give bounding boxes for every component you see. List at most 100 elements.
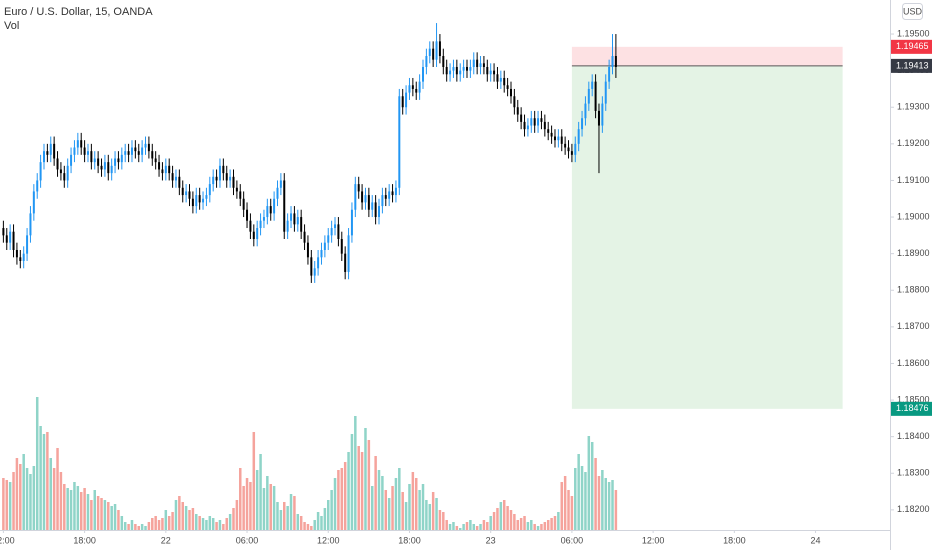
volume-bar: [110, 506, 113, 530]
candle-body: [225, 173, 228, 181]
volume-bar: [536, 526, 540, 530]
candle-body: [597, 110, 600, 126]
volume-bar: [391, 486, 394, 530]
candle-body: [249, 220, 252, 232]
stop-zone: [571, 46, 843, 66]
volume-bar: [384, 490, 388, 530]
volume-bar: [438, 510, 442, 530]
candle-body: [533, 118, 536, 126]
volume-bar: [567, 490, 570, 530]
volume-bar: [445, 520, 448, 530]
volume-bar: [370, 486, 374, 530]
candle-body: [262, 217, 265, 221]
candle-body: [581, 118, 584, 130]
candle-body: [499, 77, 502, 82]
candle-body: [256, 228, 259, 240]
candle-body: [608, 66, 611, 82]
volume-bar: [357, 446, 360, 530]
candle-body: [185, 191, 188, 196]
candle-body: [469, 66, 472, 71]
candle-body: [66, 165, 69, 181]
volume-bar: [56, 448, 59, 530]
volume-bar: [310, 526, 313, 530]
volume-bar: [546, 520, 550, 530]
candle-body: [303, 231, 306, 243]
volume-bar: [387, 498, 391, 530]
volume-bar: [123, 522, 127, 530]
volume-layer: [2, 397, 618, 530]
y-tick-label: 1.18200: [897, 504, 930, 514]
volume-bar: [12, 472, 15, 530]
candle-body: [313, 268, 316, 276]
volume-bar: [364, 428, 367, 530]
candle-body: [354, 184, 357, 210]
candle-body: [405, 92, 408, 108]
volume-bar: [283, 502, 286, 530]
position-layer: [571, 46, 843, 409]
volume-bar: [46, 432, 49, 530]
candle-body: [337, 224, 340, 240]
volume-bar: [73, 482, 76, 530]
candle-body: [134, 147, 137, 152]
volume-bar: [154, 516, 157, 530]
candle-body: [154, 158, 157, 163]
volume-bar: [448, 524, 452, 530]
volume-bar: [418, 490, 421, 530]
volume-bar: [323, 508, 327, 530]
candle-body: [215, 176, 218, 181]
candle-body: [137, 151, 140, 155]
chart-title: Euro / U.S. Dollar, 15, OANDA: [4, 6, 153, 18]
volume-bar: [607, 482, 611, 530]
volume-bar: [188, 510, 191, 530]
volume-bar: [235, 500, 239, 530]
candle-body: [432, 48, 435, 60]
candle-body: [553, 136, 556, 141]
candle-body: [279, 180, 282, 188]
volume-bar: [120, 516, 124, 530]
volume-bar: [232, 508, 235, 530]
candle-body: [476, 59, 479, 67]
candle-body: [90, 151, 93, 163]
volume-bar: [286, 506, 289, 530]
volume-bar: [276, 502, 279, 530]
volume-bar: [181, 502, 184, 530]
currency-button[interactable]: [902, 3, 923, 20]
candle-body: [557, 136, 560, 141]
volume-bar: [272, 486, 276, 530]
candle-body: [100, 165, 103, 170]
volume-bar: [79, 492, 83, 530]
candle-body: [232, 176, 235, 188]
candle-body: [411, 85, 414, 89]
volume-bar: [266, 476, 269, 530]
y-tick-label: 1.19300: [897, 102, 930, 112]
volume-bar: [482, 520, 486, 530]
candle-body: [374, 202, 377, 218]
candle-body: [371, 202, 374, 210]
currency-label[interactable]: USD: [903, 6, 923, 16]
candle-body: [384, 195, 387, 199]
candle-body: [591, 81, 594, 89]
volume-bar: [93, 490, 97, 530]
candle-body: [130, 147, 133, 155]
volume-bar: [435, 498, 438, 530]
volume-bar: [465, 522, 469, 530]
candle-body: [577, 129, 580, 144]
volume-bar: [171, 512, 174, 530]
volume-bar: [239, 468, 242, 530]
volume-bar: [580, 466, 584, 530]
candle-body: [442, 56, 445, 67]
volume-bar: [506, 506, 509, 530]
candle-body: [347, 235, 350, 272]
target-price-tag: [891, 401, 932, 416]
volume-bar: [458, 528, 462, 530]
volume-bar: [63, 484, 66, 530]
candle-body: [567, 147, 570, 152]
volume-bar: [161, 518, 164, 530]
candle-body: [110, 165, 113, 174]
volume-bar: [32, 466, 36, 530]
volume-bar: [144, 526, 147, 530]
volume-bar: [563, 476, 567, 530]
volume-bar: [333, 478, 337, 530]
volume-bar: [347, 452, 350, 530]
candle-body: [73, 147, 76, 155]
